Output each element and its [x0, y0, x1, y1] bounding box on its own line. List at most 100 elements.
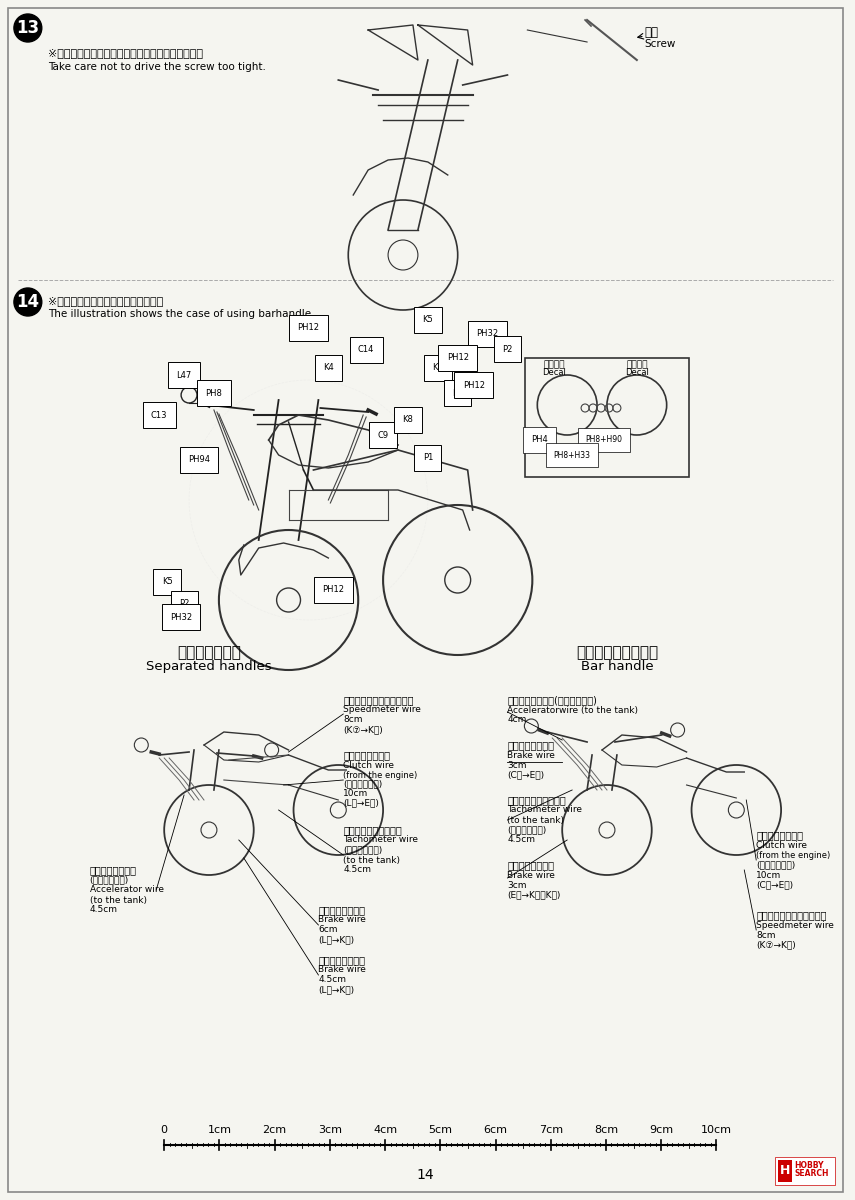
Text: 3cm: 3cm	[508, 761, 527, 769]
Text: クラッチケーブル: クラッチケーブル	[344, 750, 390, 760]
Text: Accelerator wire: Accelerator wire	[90, 886, 163, 894]
Text: PH94: PH94	[188, 456, 210, 464]
Text: PH8+H90: PH8+H90	[586, 436, 622, 444]
Text: Brake wire: Brake wire	[508, 750, 556, 760]
Text: (タンクの中へ): (タンクの中へ)	[344, 846, 382, 854]
Text: 5cm: 5cm	[428, 1126, 452, 1135]
Text: アクセルケーブル(タンクの中へ): アクセルケーブル(タンクの中へ)	[508, 695, 598, 704]
Text: P2: P2	[179, 600, 189, 608]
Text: ※ビスは締め付け過ぎないように注意して下さい。: ※ビスは締め付け過ぎないように注意して下さい。	[48, 48, 203, 58]
Circle shape	[14, 288, 42, 316]
Text: 4cm: 4cm	[373, 1126, 397, 1135]
Text: K8: K8	[403, 415, 414, 425]
Text: Take care not to drive the screw too tight.: Take care not to drive the screw too tig…	[48, 62, 266, 72]
Text: L47: L47	[176, 371, 192, 379]
Text: タコメーターケーブル: タコメーターケーブル	[508, 794, 566, 805]
Text: K6: K6	[433, 364, 443, 372]
Text: 4.5cm: 4.5cm	[508, 835, 535, 845]
Text: 4.5cm: 4.5cm	[90, 906, 117, 914]
Text: ※このイラストはバーハンドルです。: ※このイラストはバーハンドルです。	[48, 296, 163, 306]
Text: Brake wire: Brake wire	[318, 966, 366, 974]
Text: 10cm: 10cm	[701, 1126, 732, 1135]
Text: (C⑬→E㉒): (C⑬→E㉒)	[508, 770, 545, 780]
Text: ブレーキケーブル: ブレーキケーブル	[508, 740, 554, 750]
Text: (to the tank): (to the tank)	[90, 895, 146, 905]
Text: Brake wire: Brake wire	[508, 870, 556, 880]
Text: H: H	[780, 1164, 790, 1177]
Text: デカール: デカール	[626, 360, 647, 370]
Text: PH4: PH4	[531, 436, 548, 444]
Text: (L㊲→K㉒): (L㊲→K㉒)	[318, 985, 355, 995]
Text: 3cm: 3cm	[508, 881, 527, 889]
Text: バーハンドルの場合: バーハンドルの場合	[576, 646, 658, 660]
Text: (to the tank): (to the tank)	[508, 816, 564, 824]
Text: K5: K5	[422, 316, 433, 324]
Text: (to the tank): (to the tank)	[344, 856, 400, 864]
Text: (タンクの中へ): (タンクの中へ)	[90, 876, 129, 884]
Text: Brake wire: Brake wire	[318, 916, 366, 924]
Text: 14: 14	[16, 293, 39, 311]
Text: PH12: PH12	[446, 354, 469, 362]
Text: (K⑦→K㉖): (K⑦→K㉖)	[756, 941, 796, 949]
Text: クラッチケーブル: クラッチケーブル	[756, 830, 803, 840]
Text: (from the engine): (from the engine)	[344, 770, 417, 780]
Text: 7cm: 7cm	[539, 1126, 563, 1135]
Text: Screw: Screw	[645, 38, 676, 49]
Text: Tachometer wire: Tachometer wire	[508, 805, 582, 815]
Text: PH8: PH8	[205, 389, 222, 397]
Text: タコメーターケーブル: タコメーターケーブル	[344, 826, 402, 835]
Text: (エンジンから): (エンジンから)	[756, 860, 795, 870]
Text: C14: C14	[358, 346, 374, 354]
Text: (L㊲→K㉑): (L㊲→K㉑)	[318, 936, 355, 944]
Text: ブレーキケーブル: ブレーキケーブル	[508, 860, 554, 870]
Text: (エンジンから): (エンジンから)	[344, 780, 382, 788]
Text: 3cm: 3cm	[318, 1126, 342, 1135]
Text: 8cm: 8cm	[594, 1126, 618, 1135]
Text: Decal: Decal	[625, 368, 649, 377]
Text: 2cm: 2cm	[262, 1126, 286, 1135]
Text: SEARCH: SEARCH	[794, 1170, 828, 1178]
Text: K5: K5	[162, 577, 173, 587]
Text: HOBBY: HOBBY	[794, 1160, 823, 1170]
Text: Acceleratorwire (to the tank): Acceleratorwire (to the tank)	[508, 706, 639, 714]
Text: P2: P2	[502, 344, 513, 354]
Text: 9cm: 9cm	[649, 1126, 673, 1135]
Text: スピードメーターケーブル: スピードメーターケーブル	[756, 910, 827, 920]
Text: Speedmeter wire: Speedmeter wire	[756, 920, 834, 930]
Text: 14: 14	[416, 1168, 433, 1182]
Text: K4: K4	[323, 364, 333, 372]
Text: アクセルケーブル: アクセルケーブル	[90, 865, 137, 875]
Text: C9: C9	[378, 431, 389, 439]
Text: The illustration shows the case of using barhandle.: The illustration shows the case of using…	[48, 308, 315, 319]
Text: 4.5cm: 4.5cm	[344, 865, 371, 875]
Text: (C⑭→E⑱): (C⑭→E⑱)	[756, 881, 793, 889]
Text: 8cm: 8cm	[756, 930, 775, 940]
Text: PH32: PH32	[170, 612, 192, 622]
Text: ブレーキケーブル: ブレーキケーブル	[318, 955, 365, 965]
Text: Clutch wire: Clutch wire	[756, 840, 807, 850]
Text: (from the engine): (from the engine)	[756, 851, 830, 859]
Text: Clutch wire: Clutch wire	[344, 761, 394, 769]
Text: 4cm: 4cm	[508, 715, 527, 725]
Text: 8cm: 8cm	[344, 715, 363, 725]
Text: 10cm: 10cm	[344, 788, 369, 798]
Text: C13: C13	[151, 410, 168, 420]
Text: PH12: PH12	[463, 380, 485, 390]
Text: Decal: Decal	[542, 368, 566, 377]
FancyBboxPatch shape	[525, 358, 688, 476]
Text: PH8+H33: PH8+H33	[554, 450, 591, 460]
Text: 13: 13	[16, 19, 39, 37]
Text: K7: K7	[452, 389, 463, 397]
Text: 1cm: 1cm	[208, 1126, 232, 1135]
Text: PH12: PH12	[298, 324, 320, 332]
Text: P1: P1	[422, 454, 433, 462]
Text: セパハンの場合: セパハンの場合	[177, 646, 241, 660]
Text: (L㊸→E⑱): (L㊸→E⑱)	[344, 798, 379, 808]
Text: 6cm: 6cm	[484, 1126, 508, 1135]
Text: (K⑦→K㉖): (K⑦→K㉖)	[344, 726, 383, 734]
Text: Tachometer wire: Tachometer wire	[344, 835, 418, 845]
Text: 10cm: 10cm	[756, 870, 781, 880]
Text: ブレーキケーブル: ブレーキケーブル	[318, 905, 365, 914]
Text: 4.5cm: 4.5cm	[318, 976, 346, 984]
Text: (タンクの中へ): (タンクの中へ)	[508, 826, 546, 834]
